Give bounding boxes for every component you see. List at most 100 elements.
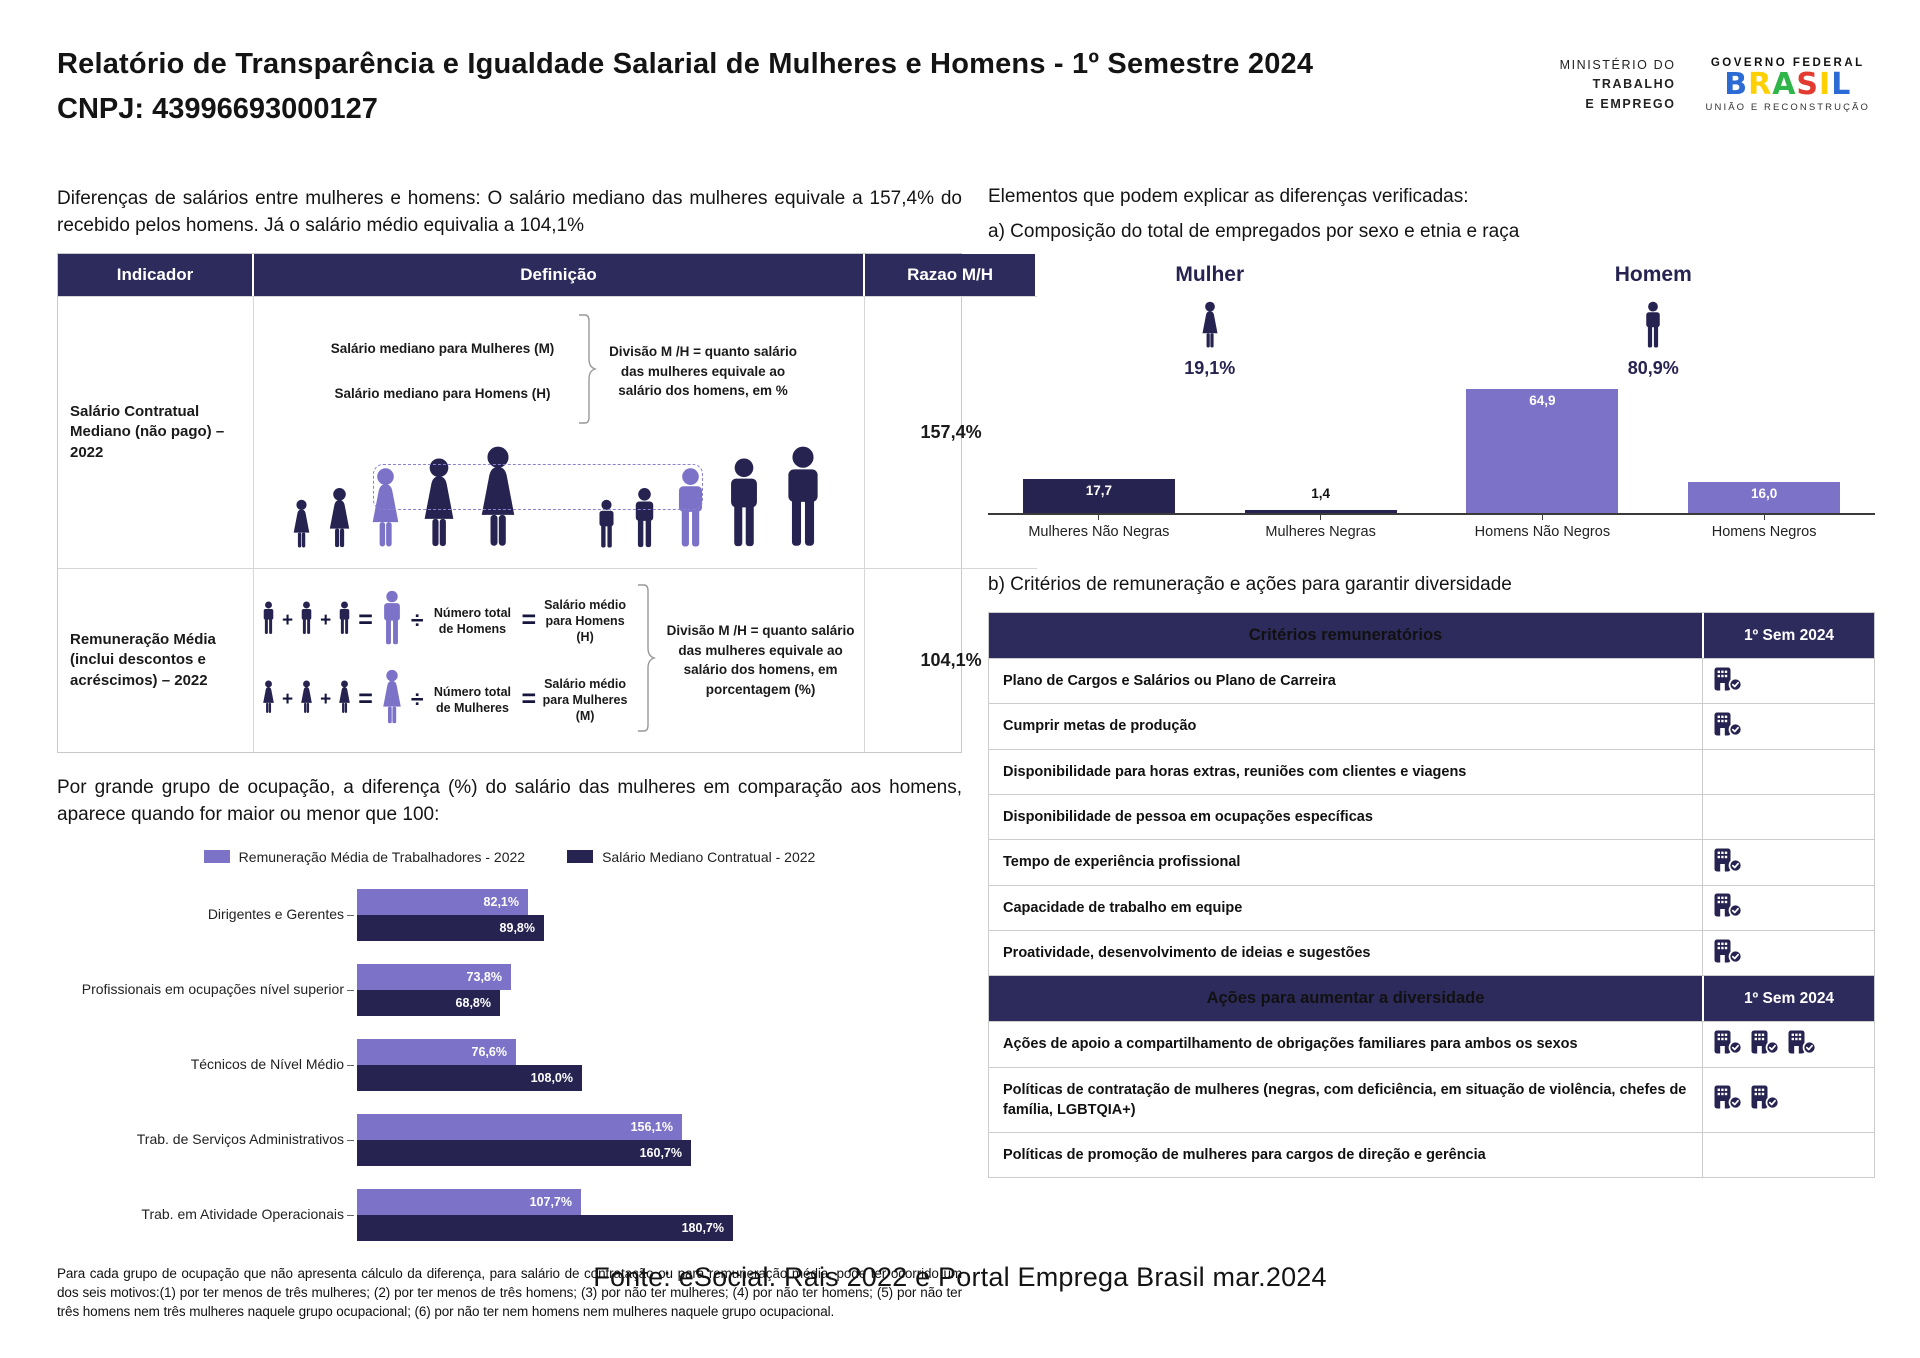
legend-item: Salário Mediano Contratual - 2022 [567,849,815,865]
brasil-letter: A [1772,67,1797,103]
company-check-icon [1714,1085,1743,1110]
legend-label: Salário Mediano Contratual - 2022 [602,848,816,865]
criteria-table: Critérios remuneratórios 1º Sem 2024 Plano… [988,612,1875,1179]
criteria-row: Capacidade de trabalho em equipe [989,884,1874,930]
cnpj-line: CNPJ: 43996693000127 [57,93,378,125]
source-line: Fonte: eSocial. Rais 2022 e Portal Empre… [593,1262,1327,1292]
bar-value-label: 89,8% [499,920,535,935]
occupation-bars: 82,1% 89,8% [357,888,962,941]
occupation-bar-chart: Dirigentes e Gerentes 82,1% 89,8% Profissio… [57,888,962,1241]
criteria-section-header: Critérios remuneratórios 1º Sem 2024 [989,613,1874,659]
bar-value-label: 17,7 [1085,483,1113,498]
person-man-icon [635,487,654,547]
ministry-logo: MINISTÉRIO DO TRABALHO E EMPREGO [1560,56,1676,114]
criteria-marks-cell [1702,930,1874,976]
criteria-header-label: Critérios remuneratórios [1248,626,1443,644]
person-woman-icon [383,670,401,724]
bar-value-label: 1,4 [1311,486,1331,501]
brace-icon [635,583,657,738]
criteria-row: Disponibilidade de pessoa em ocupações e… [989,793,1874,840]
bar-value-label: 160,7% [639,1145,682,1160]
formula-count-label: Número total de Homens [433,605,511,636]
occupation-bar: 82,1% [357,888,528,915]
report-header: Relatório de Transparência e Igualdade S… [57,48,1870,126]
gender-label: Homem [1614,263,1692,286]
criteria-row: Cumprir metas de produção [989,703,1874,749]
category-label: Técnicos de Nível Médio [57,1056,357,1073]
axis-tick [1541,515,1543,520]
brasil-letter: L [1831,67,1852,103]
axis-tick [1098,515,1100,520]
title-block: Relatório de Transparência e Igualdade S… [57,48,1313,126]
criteria-label: Plano de Cargos e Salários ou Plano de C… [1003,673,1336,690]
intro-paragraph: Diferenças de salários entre mulheres e … [57,188,962,236]
formula-average-label: Salário médio para Homens (H) [544,597,627,645]
brasil-letter: B [1724,67,1749,103]
division-note: Divisão M /H = quanto salário das mulher… [666,623,855,697]
occupation-bars: 107,7% 180,7% [357,1188,962,1241]
composition-bar-slot: 1,4 [1214,486,1427,513]
criteria-row: Políticas de promoção de mulheres para c… [989,1132,1874,1178]
formula-average-label: Salário médio para Mulheres (M) [542,676,628,724]
occupation-group: Trab. de Serviços Administrativos 156,1% 1… [57,1113,962,1166]
division-note: Divisão M /H = quanto salário das mulher… [609,344,797,399]
occupation-bar: 156,1% [357,1113,682,1140]
right-column: Elementos que podem explicar as diferenç… [988,186,1875,1321]
plus-operator: + [320,609,332,631]
category-label: Mulheres Não Negras [992,515,1205,540]
median-men-line: Salário mediano para Homens (H) [334,386,551,402]
criteria-label: Capacidade de trabalho em equipe [1003,899,1243,916]
gender-percentage: 19,1% [1184,358,1236,378]
brasil-letter: R [1748,67,1773,103]
category-label: Mulheres Negras [1214,515,1427,540]
divide-operator: ÷ [410,686,424,713]
bar-value-label: 16,0 [1750,486,1778,501]
category-label: Homens Negros [1658,515,1871,540]
divide-operator: ÷ [410,607,424,634]
equals-operator: = [521,606,537,635]
person-man-icon [263,601,274,635]
composition-bar: 64,9 [1466,389,1619,513]
period-header-label: 1º Sem 2024 [1702,613,1874,659]
occupation-bar: 108,0% [357,1064,582,1091]
criteria-label: Proatividade, desenvolvimento de ideias … [1003,944,1371,961]
gender-summary: Mulher 19,1% Homem 80,9% [988,263,1875,379]
criteria-label: Disponibilidade de pessoa em ocupações e… [1003,808,1373,825]
person-woman-icon [293,499,310,548]
indicator-table: Indicador Definição Razao M/H Salário Co… [57,252,1038,753]
occupation-bar: 68,8% [357,989,500,1016]
gender-summary-block: Homem 80,9% [1432,263,1876,379]
criteria-row: Proatividade, desenvolvimento de ideias … [989,929,1874,976]
person-woman-icon [481,446,515,546]
composition-bar-chart: 17,7 1,4 64,9 16,0 Mulheres Não Negras Mulher… [988,385,1875,540]
company-check-icon [1714,1030,1743,1055]
brace-icon [576,313,598,430]
salary-average-formula: + + = ÷ Número total de Mulheres = Salário … [260,669,629,730]
criteria-label: Ações de apoio a compartilhamento de obr… [1003,1036,1578,1053]
occupation-bar: 73,8% [357,963,511,990]
person-woman-icon [339,680,351,714]
axis-tick [1320,515,1322,520]
criteria-marks-cell [1702,749,1874,794]
company-check-icon [1788,1030,1817,1055]
section-a-title: a) Composição do total de empregados por… [988,221,1520,242]
definition-median-salary: Salário mediano para Mulheres (M) Salári… [254,295,866,568]
person-woman-icon [263,680,274,714]
indicator-table-header: Definição [254,253,866,296]
occupation-bar: 89,8% [357,914,544,941]
legend-item: Remuneração Média de Trabalhadores - 202… [203,849,525,865]
people-figures-illustration [289,446,829,554]
brasil-wordmark: BRASIL [1706,69,1870,101]
criteria-marks-cell [1702,704,1874,749]
person-man-icon [301,601,312,635]
period-header-label: 1º Sem 2024 [1702,976,1874,1022]
logos-block: MINISTÉRIO DO TRABALHO E EMPREGO GOVERNO… [1560,48,1870,114]
person-man-icon [788,446,818,546]
occupation-group: Dirigentes e Gerentes 82,1% 89,8% [57,888,962,941]
plus-operator: + [282,688,294,710]
median-connector-dashed-box [373,463,704,510]
person-woman-icon [372,468,399,547]
company-check-icon [1714,939,1743,963]
composition-bar-slot: 16,0 [1658,482,1871,513]
occupation-bars: 73,8% 68,8% [357,963,962,1016]
